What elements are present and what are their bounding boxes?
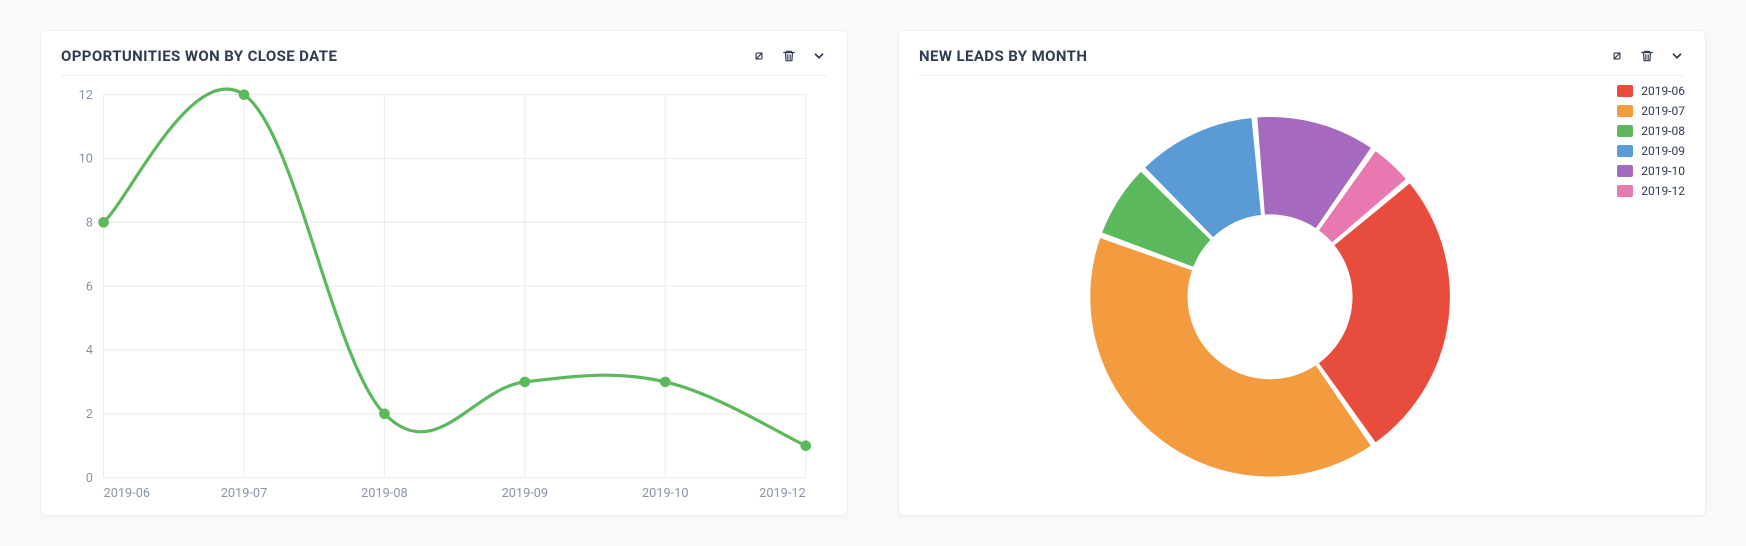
svg-text:12: 12 — [79, 88, 93, 103]
legend-item[interactable]: 2019-08 — [1617, 124, 1685, 138]
card-title: OPPORTUNITIES WON BY CLOSE DATE — [61, 47, 751, 65]
legend-swatch — [1617, 165, 1633, 177]
svg-text:6: 6 — [86, 279, 93, 294]
legend-label: 2019-10 — [1641, 164, 1685, 178]
legend-swatch — [1617, 145, 1633, 157]
donut-legend: 2019-06 2019-07 2019-08 2019-09 2019-10 2019-… — [1617, 84, 1685, 204]
expand-icon[interactable] — [751, 48, 767, 64]
svg-text:4: 4 — [86, 343, 93, 358]
legend-label: 2019-08 — [1641, 124, 1685, 138]
trash-icon[interactable] — [1639, 48, 1655, 64]
opportunities-won-card: OPPORTUNITIES WON BY CLOSE DATE 0 2 4 6 8 10 1… — [40, 30, 848, 516]
card-title: NEW LEADS BY MONTH — [919, 47, 1609, 65]
legend-label: 2019-06 — [1641, 84, 1685, 98]
svg-text:2: 2 — [86, 407, 93, 422]
svg-text:2019-08: 2019-08 — [361, 486, 408, 501]
new-leads-card: NEW LEADS BY MONTH 2019-06 2019-07 2019-08… — [898, 30, 1706, 516]
card-header: NEW LEADS BY MONTH — [919, 47, 1685, 76]
legend-item[interactable]: 2019-10 — [1617, 164, 1685, 178]
legend-swatch — [1617, 185, 1633, 197]
chevron-down-icon[interactable] — [811, 48, 827, 64]
card-header: OPPORTUNITIES WON BY CLOSE DATE — [61, 47, 827, 76]
legend-label: 2019-07 — [1641, 104, 1685, 118]
svg-text:8: 8 — [86, 216, 93, 231]
svg-text:2019-06: 2019-06 — [104, 486, 151, 501]
legend-item[interactable]: 2019-12 — [1617, 184, 1685, 198]
svg-text:0: 0 — [86, 471, 93, 486]
legend-item[interactable]: 2019-09 — [1617, 144, 1685, 158]
svg-text:2019-10: 2019-10 — [642, 486, 689, 501]
card-actions — [1609, 48, 1685, 64]
legend-swatch — [1617, 105, 1633, 117]
card-actions — [751, 48, 827, 64]
chevron-down-icon[interactable] — [1669, 48, 1685, 64]
svg-text:2019-09: 2019-09 — [502, 486, 549, 501]
legend-item[interactable]: 2019-07 — [1617, 104, 1685, 118]
line-chart-plot: 0 2 4 6 8 10 12 2019-06 2019-07 2019-08 2019-09 201… — [61, 84, 827, 510]
legend-swatch — [1617, 85, 1633, 97]
legend-item[interactable]: 2019-06 — [1617, 84, 1685, 98]
legend-label: 2019-09 — [1641, 144, 1685, 158]
legend-label: 2019-12 — [1641, 184, 1685, 198]
expand-icon[interactable] — [1609, 48, 1625, 64]
trash-icon[interactable] — [781, 48, 797, 64]
svg-text:10: 10 — [79, 152, 93, 167]
legend-swatch — [1617, 125, 1633, 137]
donut-chart-plot: 2019-06 2019-07 2019-08 2019-09 2019-10 2019-… — [919, 84, 1685, 510]
svg-text:2019-12: 2019-12 — [759, 486, 806, 501]
svg-text:2019-07: 2019-07 — [221, 486, 268, 501]
